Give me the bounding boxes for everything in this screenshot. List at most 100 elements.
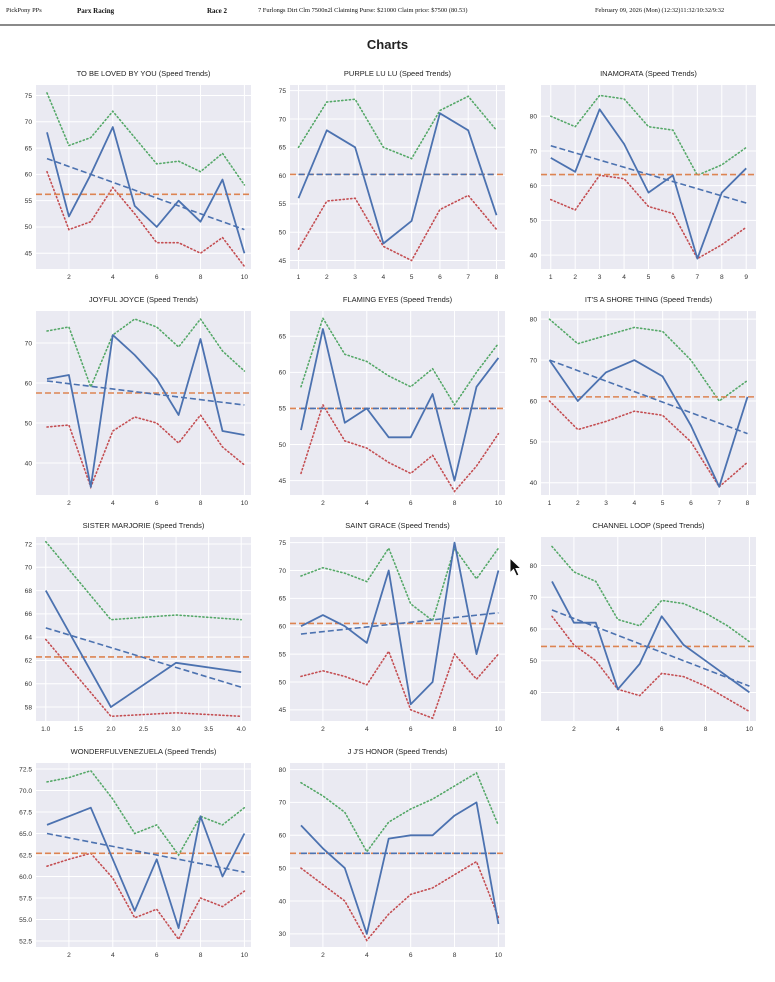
x-tick-label: 10 xyxy=(746,726,754,733)
x-tick-label: 1 xyxy=(548,500,552,507)
y-tick-label: 72 xyxy=(25,541,33,548)
plot-background xyxy=(290,763,505,947)
upper-band-line xyxy=(46,92,246,186)
upper-band-line xyxy=(46,769,246,857)
lower-band-line xyxy=(551,615,751,713)
speed-line xyxy=(300,801,500,935)
x-tick-label: 5 xyxy=(661,500,665,507)
chart-title: FLAMING EYES (Speed Trends) xyxy=(343,295,453,304)
x-tick-label: 3 xyxy=(353,274,357,281)
chart-title: JOYFUL JOYCE (Speed Trends) xyxy=(89,295,199,304)
x-tick-label: 4 xyxy=(616,726,620,733)
x-tick-label: 9 xyxy=(744,274,748,281)
x-tick-label: 10 xyxy=(241,500,249,507)
y-tick-label: 52.5 xyxy=(19,938,32,945)
x-tick-label: 2 xyxy=(321,500,325,507)
x-tick-label: 6 xyxy=(155,952,159,959)
x-tick-label: 10 xyxy=(495,500,503,507)
lower-band-line xyxy=(46,413,246,490)
y-tick-label: 60 xyxy=(25,380,33,387)
speed-chart-to-be-loved-by-you: 45 50 55 60 65 70 75 2 4 6 8 10 TO BE LOVED BY YOU (… xyxy=(25,68,286,294)
x-tick-label: 8 xyxy=(199,952,203,959)
chart-svg: 40 50 60 70 80 2 4 6 8 10 CHANNEL LOOP (Speed Tren… xyxy=(530,521,756,733)
y-tick-label: 80 xyxy=(530,316,538,323)
trend-line xyxy=(549,359,748,435)
x-tick-label: 6 xyxy=(155,274,159,281)
y-tick-label: 40 xyxy=(25,460,33,467)
y-tick-label: 45 xyxy=(279,258,287,265)
x-tick-label: 3 xyxy=(598,274,602,281)
y-tick-label: 80 xyxy=(279,767,287,774)
y-tick-label: 65 xyxy=(279,145,287,152)
x-tick-label: 6 xyxy=(438,274,442,281)
y-tick-label: 57.5 xyxy=(19,895,32,902)
y-tick-label: 60.0 xyxy=(19,874,32,881)
y-tick-label: 60 xyxy=(530,626,538,633)
y-tick-label: 72.5 xyxy=(19,766,32,773)
x-tick-label: 2 xyxy=(325,274,329,281)
speed-line xyxy=(46,126,246,254)
y-tick-label: 50 xyxy=(279,442,287,449)
y-tick-label: 45 xyxy=(25,251,33,258)
speed-line xyxy=(550,108,747,260)
x-tick-label: 4 xyxy=(111,952,115,959)
chart-title: TO BE LOVED BY YOU (Speed Trends) xyxy=(77,69,211,78)
lower-band-line xyxy=(300,402,500,493)
trend-line xyxy=(46,157,245,231)
y-tick-label: 62 xyxy=(25,658,33,665)
speed-line xyxy=(548,359,749,488)
lower-band-line xyxy=(46,852,246,941)
y-tick-label: 50 xyxy=(25,420,33,427)
y-tick-label: 50 xyxy=(279,865,287,872)
x-tick-label: 4 xyxy=(365,500,369,507)
y-tick-label: 58 xyxy=(25,704,33,711)
y-tick-label: 68 xyxy=(25,588,33,595)
y-tick-label: 75 xyxy=(279,88,287,95)
plot-background xyxy=(541,311,756,495)
x-tick-label: 3.0 xyxy=(171,726,180,733)
x-tick-label: 1 xyxy=(297,274,301,281)
x-tick-label: 4 xyxy=(622,274,626,281)
race-datetime: February 09, 2026 (Mon) (12:32)11:32/10:… xyxy=(595,7,725,14)
x-tick-label: 8 xyxy=(746,500,750,507)
x-tick-label: 10 xyxy=(495,726,503,733)
y-tick-label: 60 xyxy=(530,183,538,190)
x-tick-label: 2 xyxy=(67,952,71,959)
x-tick-label: 8 xyxy=(704,726,708,733)
plot-background xyxy=(36,85,251,269)
y-tick-label: 64 xyxy=(25,634,33,641)
y-tick-label: 60 xyxy=(279,833,287,840)
race-conditions: 7 Furlongs Dirt Clm 7500n2l Claiming Pur… xyxy=(258,7,468,14)
trend-line xyxy=(551,609,750,687)
y-tick-label: 50 xyxy=(279,679,287,686)
x-tick-label: 4 xyxy=(365,726,369,733)
chart-title: PURPLE LU LU (Speed Trends) xyxy=(344,69,452,78)
x-tick-label: 5 xyxy=(410,274,414,281)
trend-line xyxy=(550,144,747,204)
y-tick-label: 60 xyxy=(25,681,33,688)
mouse-cursor-icon xyxy=(509,557,523,577)
speed-line xyxy=(46,334,245,488)
chart-title: IT'S A SHORE THING (Speed Trends) xyxy=(585,295,713,304)
y-tick-label: 65 xyxy=(25,145,33,152)
y-tick-label: 60 xyxy=(279,624,287,631)
y-tick-label: 60 xyxy=(530,398,538,405)
x-tick-label: 7 xyxy=(466,274,470,281)
y-tick-label: 40 xyxy=(279,898,287,905)
y-tick-label: 80 xyxy=(530,114,538,121)
speed-line xyxy=(297,112,498,245)
plot-background xyxy=(36,311,251,495)
y-tick-label: 30 xyxy=(279,931,287,938)
x-tick-label: 6 xyxy=(671,274,675,281)
chart-svg: 40 50 60 70 2 4 6 8 10 JOYFUL JOYCE (Speed Trends… xyxy=(25,295,251,507)
x-tick-label: 2 xyxy=(67,500,71,507)
x-tick-label: 2 xyxy=(67,274,71,281)
lower-band-line xyxy=(46,170,246,268)
x-tick-label: 4.0 xyxy=(237,726,246,733)
app-name: PickPony PPs xyxy=(6,7,42,14)
x-tick-label: 4 xyxy=(633,500,637,507)
x-tick-label: 8 xyxy=(720,274,724,281)
lower-band-line xyxy=(548,400,749,489)
speed-chart-purple-lu-lu: 45 50 55 60 65 70 75 1 2 3 4 5 6 7 8 PURPLE LU LU (Spee… xyxy=(279,68,540,294)
